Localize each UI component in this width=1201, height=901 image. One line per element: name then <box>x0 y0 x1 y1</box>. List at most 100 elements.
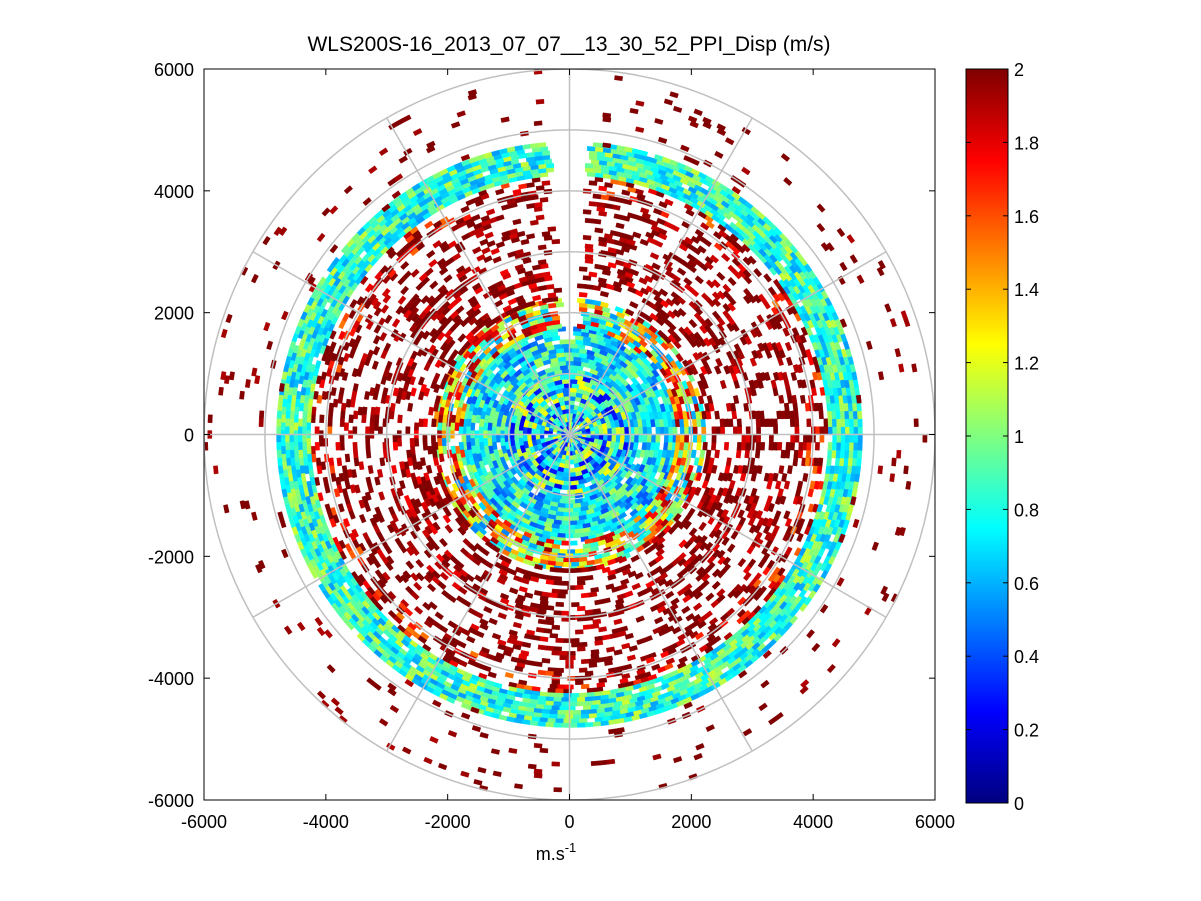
data-cell <box>449 422 456 431</box>
data-cell <box>306 422 312 431</box>
data-cell <box>535 434 541 441</box>
data-cell <box>352 449 359 459</box>
data-cell <box>569 391 577 397</box>
data-cell <box>458 426 464 435</box>
data-cell <box>301 442 308 451</box>
data-cell <box>422 441 429 451</box>
data-cell <box>569 395 576 402</box>
data-cell <box>827 410 833 420</box>
data-cell <box>798 442 804 451</box>
data-cell <box>575 584 584 590</box>
data-cell <box>316 465 323 475</box>
data-cell <box>557 709 566 715</box>
data-cell <box>370 406 377 416</box>
data-cell <box>567 524 576 530</box>
data-cell <box>817 457 824 467</box>
data-cell <box>844 442 850 451</box>
data-cell <box>679 426 685 435</box>
data-cell <box>327 418 333 427</box>
data-cell <box>715 426 721 435</box>
data-cell <box>365 434 371 443</box>
data-cell <box>853 426 859 435</box>
data-cell <box>567 529 576 535</box>
data-cell <box>794 426 800 435</box>
data-cell <box>513 426 520 435</box>
data-cell <box>545 670 555 677</box>
data-cell <box>526 434 532 442</box>
data-cell <box>755 418 761 428</box>
data-cell <box>573 714 582 720</box>
data-cell <box>619 434 626 443</box>
data-cell <box>835 449 841 459</box>
data-cell <box>772 418 778 427</box>
data-cell <box>365 441 371 451</box>
data-cell <box>705 449 712 459</box>
data-cell <box>535 627 545 633</box>
data-cell <box>578 641 588 648</box>
data-cell <box>794 434 800 443</box>
data-cell <box>584 243 594 250</box>
data-cell <box>526 427 532 435</box>
data-cell <box>427 445 433 455</box>
data-cell <box>541 180 551 186</box>
data-cell <box>828 426 833 435</box>
data-cell <box>831 442 838 451</box>
data-cell <box>293 414 299 424</box>
data-cell <box>598 428 604 435</box>
data-cell <box>547 687 557 694</box>
data-cell <box>495 426 501 435</box>
data-cell <box>561 343 570 349</box>
data-cell <box>711 434 717 443</box>
data-cell <box>545 579 555 585</box>
data-cell <box>397 414 403 424</box>
data-cell <box>590 623 600 630</box>
data-cell <box>745 434 751 443</box>
data-cell <box>634 434 640 443</box>
data-cell <box>285 449 291 459</box>
data-cell <box>827 449 833 459</box>
data-cell <box>328 457 335 467</box>
data-cell <box>535 428 541 435</box>
data-cell <box>567 705 576 711</box>
data-cell <box>755 441 761 451</box>
data-cell <box>343 422 349 431</box>
data-cell <box>301 426 307 435</box>
data-cell <box>437 438 443 447</box>
data-cell <box>474 438 480 447</box>
data-cell <box>318 438 324 447</box>
data-cell <box>731 410 738 420</box>
data-cell <box>569 484 578 491</box>
data-cell <box>555 688 564 694</box>
data-cell <box>569 343 578 349</box>
data-cell <box>569 697 578 703</box>
data-cell <box>702 441 708 451</box>
data-cell <box>853 418 859 427</box>
data-cell <box>575 629 584 635</box>
data-cell <box>555 692 564 698</box>
data-cell <box>832 434 838 443</box>
data-cell <box>563 638 572 643</box>
data-cell <box>789 442 796 451</box>
data-cell <box>692 434 698 443</box>
data-cell <box>569 472 577 478</box>
data-cell <box>655 426 661 435</box>
data-cell <box>823 418 829 427</box>
data-cell <box>499 437 506 447</box>
data-cell <box>584 217 594 224</box>
data-cell <box>545 645 555 652</box>
data-cell <box>563 347 572 353</box>
data-cell <box>289 418 295 427</box>
data-cell <box>329 465 336 475</box>
data-cell <box>563 480 572 486</box>
data-cell <box>284 426 290 435</box>
data-cell <box>541 231 551 237</box>
data-cell <box>577 701 586 707</box>
data-cell <box>465 426 471 435</box>
data-cell <box>659 426 665 435</box>
data-cell <box>575 679 584 686</box>
data-cell <box>551 650 561 656</box>
data-cell <box>297 426 303 435</box>
data-cell <box>588 271 598 278</box>
data-cell <box>815 426 821 435</box>
data-cell <box>543 628 553 634</box>
